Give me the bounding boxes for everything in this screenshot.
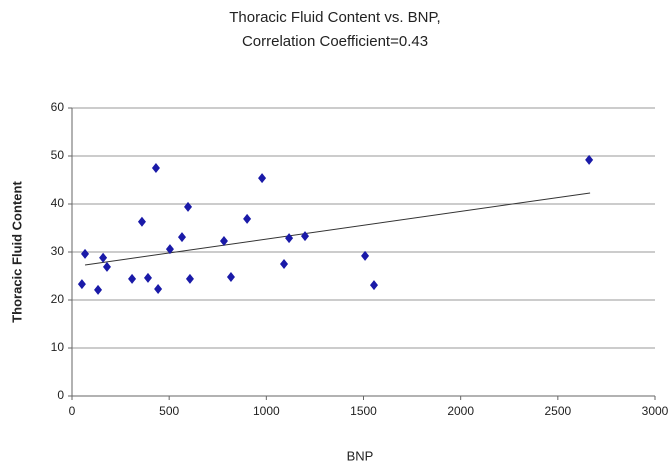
point (226, 271, 235, 282)
point (243, 213, 252, 224)
point (280, 259, 289, 269)
point (143, 272, 152, 283)
x-tick-label: 1000 (253, 404, 280, 418)
y-tick-label: 30 (51, 244, 65, 258)
point (361, 250, 370, 261)
point (137, 216, 146, 227)
chart-title: Correlation Coefficient=0.43 (242, 33, 428, 50)
y-tick-label: 50 (51, 148, 65, 162)
x-tick-label: 500 (159, 404, 179, 418)
point (301, 231, 310, 242)
x-tick-label: 2500 (544, 404, 571, 418)
point (81, 248, 90, 259)
y-tick-label: 20 (51, 292, 65, 306)
point (151, 163, 160, 173)
point (185, 273, 194, 284)
point (219, 235, 228, 246)
point (585, 154, 594, 165)
point (99, 252, 108, 263)
point (94, 284, 103, 295)
point (285, 233, 294, 244)
point (165, 244, 174, 255)
point (128, 273, 137, 284)
x-tick-label: 0 (69, 404, 76, 418)
point (258, 173, 267, 184)
x-tick-label: 1500 (350, 404, 377, 418)
x-tick-label: 2000 (447, 404, 474, 418)
y-tick-label: 10 (51, 340, 65, 354)
y-tick-label: 60 (51, 100, 65, 114)
point (154, 283, 163, 294)
point (184, 201, 193, 212)
x-tick-label: 3000 (642, 404, 669, 418)
point (102, 261, 111, 272)
point (177, 232, 186, 243)
point (77, 279, 86, 290)
x-axis-label: BNP (347, 448, 374, 463)
y-tick-label: 0 (57, 388, 64, 402)
point (369, 280, 378, 291)
chart-title: Thoracic Fluid Content vs. BNP, (229, 9, 440, 26)
y-axis-label: Thoracic Fluid Content (9, 181, 24, 323)
y-tick-label: 40 (51, 196, 65, 210)
